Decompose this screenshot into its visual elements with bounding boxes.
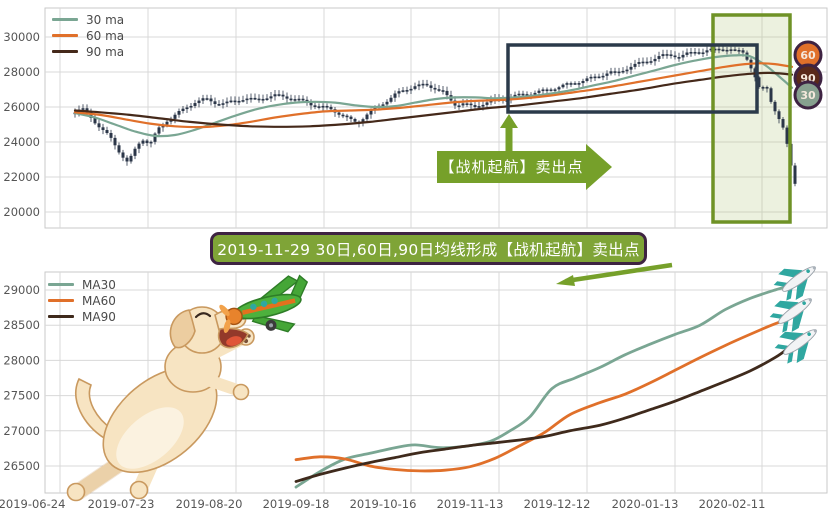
x-tick-label: 2020-02-11 [699, 497, 766, 511]
jet-plane-icon [769, 298, 812, 333]
legend-label: MA30 [82, 277, 116, 292]
legend-item-ma60: MA60 [48, 293, 116, 308]
signal-banner: 2019-11-29 30日,60日,90日均线形成【战机起航】卖出点 [210, 232, 647, 265]
y-tick-label: 27500 [3, 389, 40, 403]
y-tick-label: 28000 [3, 65, 40, 79]
x-tick-label: 2019-11-13 [437, 497, 504, 511]
legend-swatch [48, 283, 74, 286]
legend-label: 30 ma [86, 12, 125, 27]
legend-swatch [48, 315, 74, 318]
x-tick-label: 2019-12-12 [524, 497, 591, 511]
legend-label: MA60 [82, 293, 116, 308]
legend-item-ma30: MA30 [48, 277, 116, 292]
ma-line-ma30 [294, 284, 792, 489]
legend-label: MA90 [82, 309, 116, 324]
x-tick-label: 2019-09-18 [263, 497, 330, 511]
banner-arrow-head [556, 275, 575, 286]
crash-highlight-border [711, 13, 792, 224]
jet-plane-icon [773, 266, 816, 301]
y-tick-label: 28500 [3, 318, 40, 332]
x-tick-label: 2019-10-16 [350, 497, 417, 511]
y-tick-label: 27000 [3, 424, 40, 438]
legend-label: 90 ma [86, 44, 125, 59]
crash-highlight-region [713, 15, 790, 222]
x-tick-label: 2019-07-23 [88, 497, 155, 511]
legend-item-30ma: 30 ma [52, 12, 124, 27]
legend-item-ma90: MA90 [48, 309, 116, 324]
legend-item-60ma: 60 ma [52, 28, 124, 43]
y-tick-label: 26000 [3, 100, 40, 114]
ma-line-ma60 [294, 318, 788, 473]
legend-label: 60 ma [86, 28, 125, 43]
y-tick-label: 22000 [3, 170, 40, 184]
legend-swatch [52, 50, 78, 53]
trend-box [506, 43, 759, 114]
top-price-chart: 30000 28000 26000 24000 22000 20000 【战机起航】卖出点 6… [3, 7, 828, 229]
sell-point-callout [437, 144, 612, 190]
bottom-chart-legend: MA30 MA60 MA90 [48, 277, 116, 324]
x-tick-label: 2019-08-20 [176, 497, 243, 511]
top-chart-legend: 30 ma 60 ma 90 ma [52, 12, 124, 59]
y-tick-label: 29000 [3, 283, 40, 297]
ma-line-30ma [73, 54, 794, 138]
y-tick-label: 28000 [3, 353, 40, 367]
sell-point-up-arrow [500, 114, 518, 152]
legend-swatch [48, 299, 74, 302]
signal-banner-text: 2019-11-29 30日,60日,90日均线形成【战机起航】卖出点 [217, 240, 640, 259]
jet-plane-icon [774, 329, 817, 364]
ma-line-90ma [73, 71, 794, 128]
y-tick-label: 20000 [3, 205, 40, 219]
candlestick-series [73, 45, 797, 187]
legend-item-90ma: 90 ma [52, 44, 124, 59]
svg-text:60: 60 [800, 49, 816, 62]
x-axis: 2019-06-24 2019-07-23 2019-08-20 2019-09-18… [0, 497, 765, 511]
x-tick-label: 2020-01-13 [612, 497, 679, 511]
svg-text:30: 30 [800, 89, 816, 102]
y-tick-label: 26500 [3, 459, 40, 473]
sell-point-label: 【战机起航】卖出点 [439, 158, 583, 176]
ma-line-60ma [73, 62, 794, 129]
ma-line-ma90 [294, 343, 795, 483]
ma-badge-30: 30 [793, 80, 823, 110]
bottom-ma-chart: 29000 28500 28000 27500 27000 26500 [3, 262, 828, 494]
x-tick-label: 2019-06-24 [0, 497, 65, 511]
banner-arrow-shaft [565, 262, 673, 284]
legend-swatch [52, 18, 78, 21]
legend-swatch [52, 34, 78, 37]
y-tick-label: 30000 [3, 30, 40, 44]
y-tick-label: 24000 [3, 135, 40, 149]
